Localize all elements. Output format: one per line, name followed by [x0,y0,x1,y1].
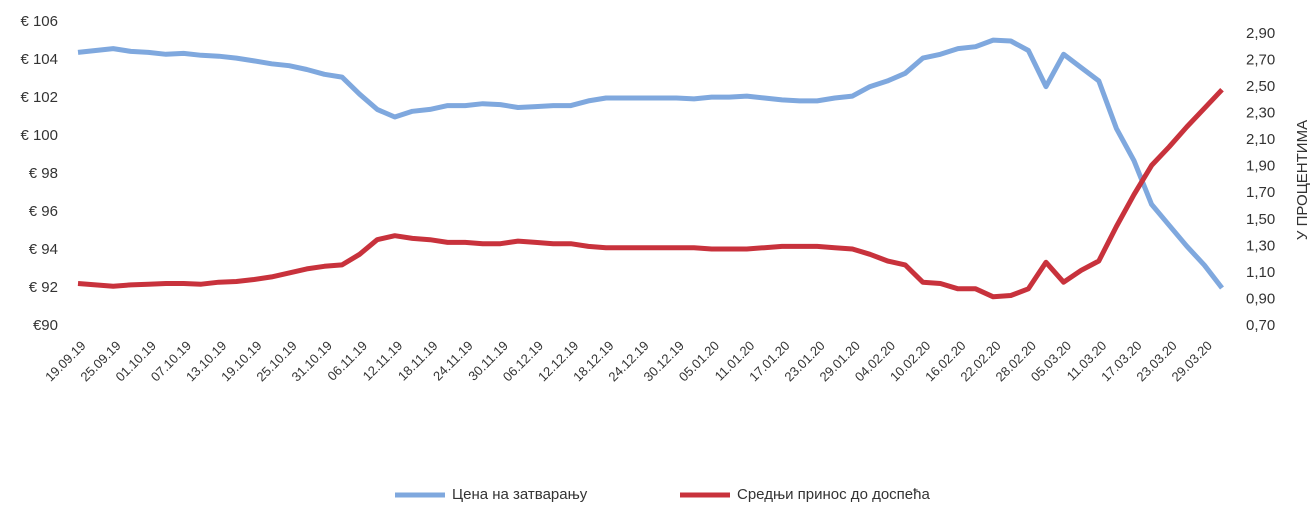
y2-tick-label: 1,10 [1246,264,1275,281]
y-tick-label: € 94 [29,241,58,258]
y2-axis-label: У ПРОЦЕНТИМА [1294,120,1311,240]
y2-tick-label: 1,90 [1246,158,1275,175]
legend-label: Средњи принос до доспећа [737,486,930,503]
y-tick-label: € 104 [20,51,58,68]
series-line [77,37,1224,290]
y2-tick-label: 2,30 [1246,105,1275,122]
y2-tick-label: 2,50 [1246,78,1275,95]
y2-tick-label: 2,10 [1246,131,1275,148]
y2-tick-label: 1,30 [1246,237,1275,254]
y-tick-label: € 102 [20,89,58,106]
y-tick-label: € 100 [20,127,58,144]
y-tick-label: € 98 [29,165,58,182]
y2-tick-label: 2,70 [1246,52,1275,69]
y-tick-label: € 96 [29,203,58,220]
y2-tick-label: 0,90 [1246,290,1275,307]
series-line [77,87,1224,300]
y2-tick-label: 2,90 [1246,25,1275,42]
y2-tick-label: 1,70 [1246,184,1275,201]
y2-tick-label: 0,70 [1246,317,1275,334]
y-tick-label: € 106 [20,13,58,30]
legend-label: Цена на затварању [452,486,588,503]
y-tick-label: €90 [33,317,58,334]
y-tick-label: € 92 [29,279,58,296]
y2-tick-label: 1,50 [1246,211,1275,228]
